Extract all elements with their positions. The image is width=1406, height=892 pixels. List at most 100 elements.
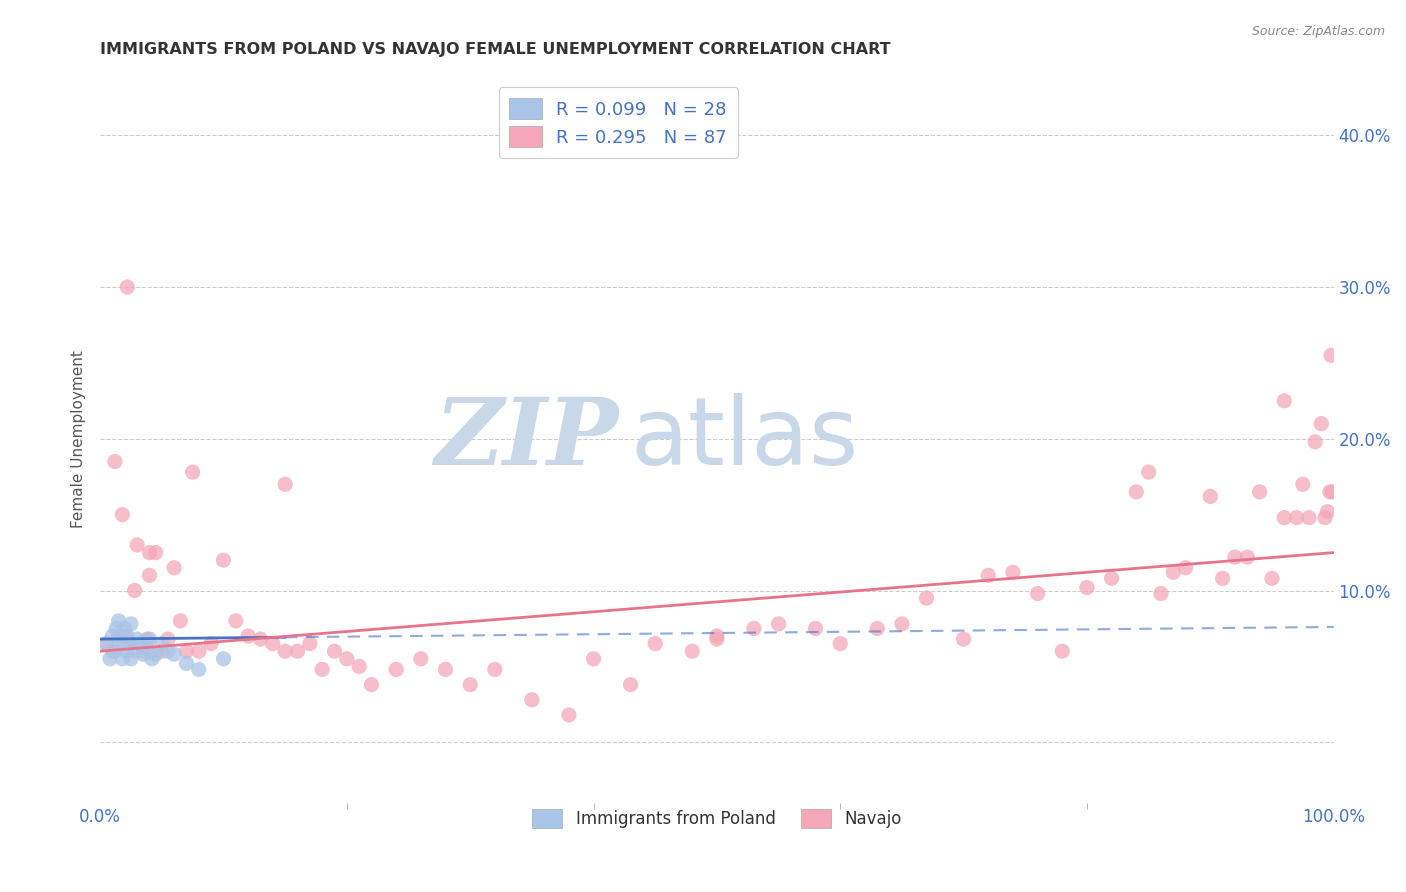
Point [434, 662, 457, 676]
Point [145, 647, 167, 661]
Point [287, 644, 309, 658]
Point [138, 545, 160, 559]
Point [681, 644, 703, 658]
Point [1150, 586, 1173, 600]
Point [136, 632, 159, 646]
Point [124, 644, 146, 658]
Point [619, 677, 641, 691]
Point [150, 644, 173, 658]
Point [120, 637, 142, 651]
Point [1026, 586, 1049, 600]
Point [132, 647, 155, 661]
Point [768, 616, 790, 631]
Point [336, 652, 359, 666]
Point [1101, 571, 1123, 585]
Point [105, 622, 128, 636]
Point [101, 644, 124, 658]
Point [1272, 393, 1295, 408]
Point [150, 637, 173, 651]
Point [1249, 484, 1271, 499]
Point [107, 614, 129, 628]
Point [952, 632, 974, 646]
Point [360, 677, 382, 691]
Point [458, 677, 481, 691]
Point [1310, 417, 1333, 431]
Point [98, 652, 121, 666]
Point [1319, 484, 1341, 499]
Point [890, 616, 912, 631]
Point [385, 662, 408, 676]
Point [200, 637, 222, 651]
Point [830, 637, 852, 651]
Point [274, 644, 297, 658]
Point [156, 644, 179, 658]
Point [706, 632, 728, 646]
Point [1272, 510, 1295, 524]
Point [1001, 566, 1024, 580]
Point [104, 644, 127, 658]
Point [107, 632, 129, 646]
Point [409, 652, 432, 666]
Point [484, 662, 506, 676]
Point [1292, 477, 1315, 491]
Point [104, 454, 127, 468]
Point [96, 637, 118, 651]
Y-axis label: Female Unemployment: Female Unemployment [72, 350, 86, 528]
Text: atlas: atlas [630, 392, 859, 484]
Point [1052, 644, 1074, 658]
Text: IMMIGRANTS FROM POLAND VS NAVAJO FEMALE UNEMPLOYMENT CORRELATION CHART: IMMIGRANTS FROM POLAND VS NAVAJO FEMALE … [100, 42, 891, 57]
Point [176, 644, 198, 658]
Point [117, 644, 139, 658]
Point [1125, 484, 1147, 499]
Legend: Immigrants from Poland, Navajo: Immigrants from Poland, Navajo [526, 802, 908, 835]
Point [1320, 348, 1343, 362]
Point [236, 629, 259, 643]
Point [120, 652, 142, 666]
Point [582, 652, 605, 666]
Point [145, 545, 167, 559]
Point [127, 632, 149, 646]
Point [141, 652, 163, 666]
Point [1076, 581, 1098, 595]
Point [1223, 550, 1246, 565]
Point [558, 708, 581, 723]
Point [117, 280, 139, 294]
Point [311, 662, 333, 676]
Point [249, 632, 271, 646]
Point [866, 622, 889, 636]
Point [156, 632, 179, 646]
Point [187, 662, 209, 676]
Point [262, 637, 284, 651]
Text: Source: ZipAtlas.com: Source: ZipAtlas.com [1251, 25, 1385, 38]
Point [298, 637, 321, 651]
Point [1212, 571, 1234, 585]
Text: ZIP: ZIP [434, 393, 619, 483]
Point [163, 560, 186, 574]
Point [1285, 510, 1308, 524]
Point [138, 632, 160, 646]
Point [114, 629, 136, 643]
Point [347, 659, 370, 673]
Point [520, 692, 543, 706]
Point [138, 568, 160, 582]
Point [127, 538, 149, 552]
Point [96, 637, 118, 651]
Point [274, 477, 297, 491]
Point [225, 614, 247, 628]
Point [706, 629, 728, 643]
Point [1236, 550, 1258, 565]
Point [136, 641, 159, 656]
Point [212, 553, 235, 567]
Point [101, 629, 124, 643]
Point [128, 637, 150, 651]
Point [124, 583, 146, 598]
Point [117, 629, 139, 643]
Point [114, 637, 136, 651]
Point [742, 622, 765, 636]
Point [1316, 505, 1339, 519]
Point [111, 652, 134, 666]
Point [120, 616, 142, 631]
Point [1322, 484, 1344, 499]
Point [804, 622, 827, 636]
Point [1137, 465, 1160, 479]
